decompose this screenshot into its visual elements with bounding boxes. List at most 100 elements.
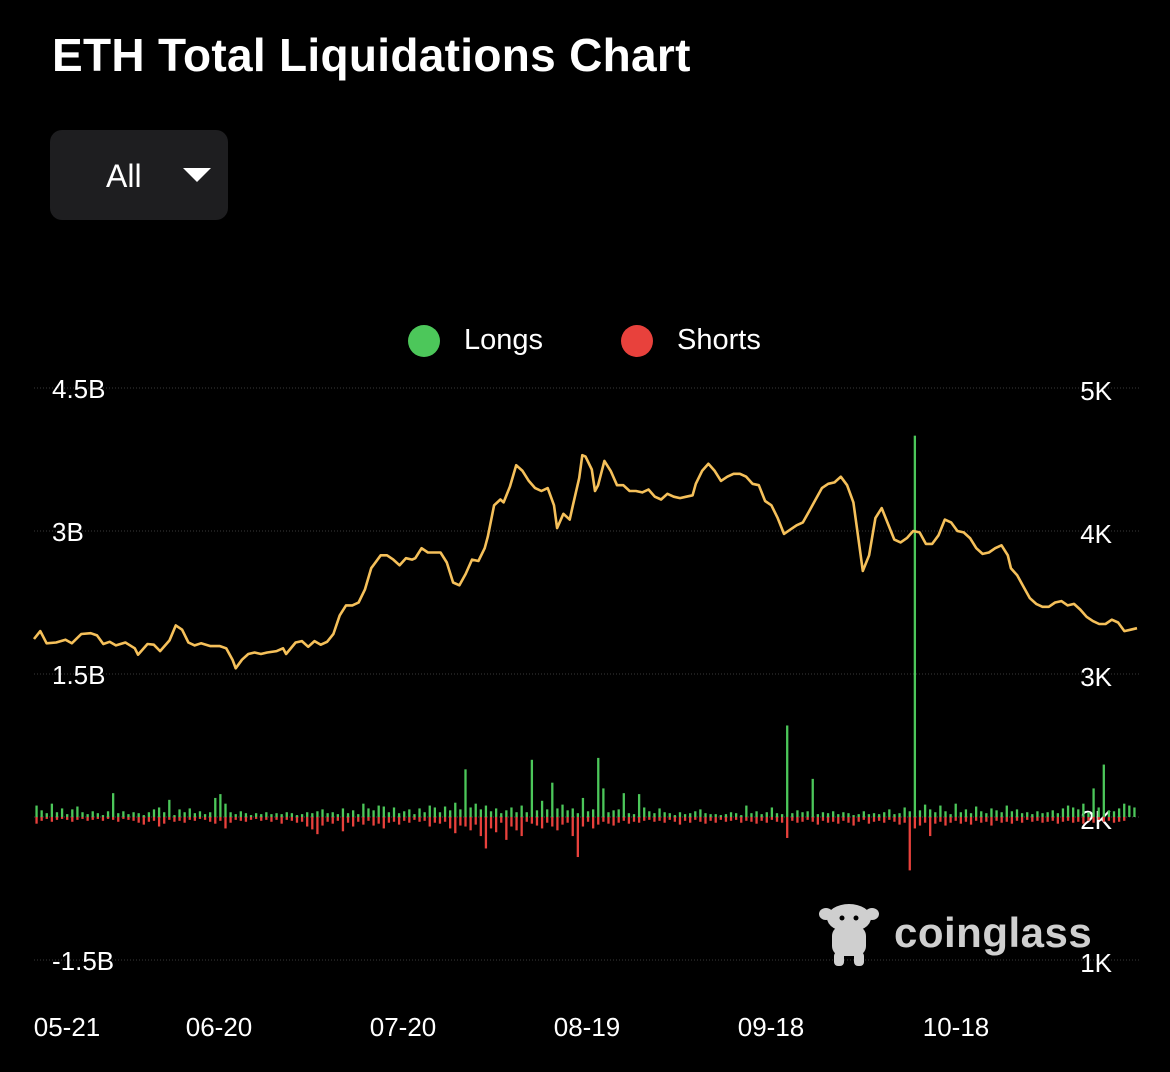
long-bar xyxy=(699,809,702,817)
long-bar xyxy=(786,725,789,817)
short-bar xyxy=(311,817,314,830)
y-left-tick-label: 4.5B xyxy=(52,374,106,404)
long-bar xyxy=(336,814,339,817)
long-bar xyxy=(990,808,993,817)
long-bar xyxy=(1000,812,1003,817)
short-bar xyxy=(918,817,922,826)
short-bar xyxy=(352,817,355,827)
long-bar xyxy=(239,811,242,817)
short-bar xyxy=(122,817,125,819)
short-bar xyxy=(1031,817,1034,822)
range-filter-dropdown[interactable]: All xyxy=(50,130,228,220)
short-bar xyxy=(632,817,636,822)
short-bar xyxy=(306,817,309,827)
long-bar xyxy=(1041,813,1044,817)
long-bar xyxy=(974,806,978,817)
short-bar xyxy=(152,817,156,821)
long-bar xyxy=(985,813,988,817)
short-bar xyxy=(1092,817,1095,823)
short-bar xyxy=(55,817,59,820)
short-bar xyxy=(321,817,324,826)
short-bar xyxy=(362,817,365,825)
long-bar xyxy=(474,803,477,817)
long-bar xyxy=(566,810,569,817)
short-bar xyxy=(597,817,600,825)
long-bar xyxy=(637,794,641,817)
long-bar xyxy=(300,814,304,817)
long-bar xyxy=(147,812,151,817)
legend-item-shorts[interactable]: Shorts xyxy=(621,324,761,357)
long-bar xyxy=(745,805,748,817)
long-bar xyxy=(352,810,355,817)
x-tick-label: 10-18 xyxy=(923,1012,990,1042)
short-bar xyxy=(346,817,350,823)
short-bar xyxy=(551,817,554,827)
long-bar xyxy=(1031,814,1034,817)
long-bar xyxy=(586,811,590,817)
short-bar xyxy=(842,817,845,821)
long-bar xyxy=(260,814,263,817)
short-bar xyxy=(929,817,932,837)
short-bar xyxy=(132,817,135,821)
short-bar xyxy=(469,817,472,831)
long-bar xyxy=(224,803,227,817)
long-bar xyxy=(469,807,472,817)
long-bar xyxy=(689,813,692,817)
short-bar xyxy=(985,817,988,822)
short-bar xyxy=(71,817,74,822)
long-bar xyxy=(597,757,600,817)
legend-label-longs: Longs xyxy=(464,324,544,356)
long-bar xyxy=(346,813,350,817)
y-right-tick-label: 4K xyxy=(1080,519,1112,549)
short-bar xyxy=(581,817,585,827)
long-bar xyxy=(668,813,671,817)
long-bar xyxy=(862,811,865,817)
short-bar xyxy=(592,817,595,829)
long-bar xyxy=(81,812,84,817)
price-line xyxy=(32,453,1138,670)
short-bar xyxy=(980,817,983,823)
short-bar xyxy=(1072,817,1075,823)
short-bar xyxy=(673,817,677,822)
short-bar xyxy=(602,817,605,822)
short-bar xyxy=(423,817,426,821)
short-bar xyxy=(832,817,835,822)
short-bar xyxy=(377,817,380,824)
short-bar xyxy=(689,817,692,823)
long-bar xyxy=(847,813,850,817)
short-bar xyxy=(331,817,334,824)
long-bar xyxy=(959,812,962,817)
long-bar xyxy=(954,803,957,817)
long-bar xyxy=(377,805,380,817)
short-bar xyxy=(219,817,222,821)
short-bar xyxy=(1123,817,1126,821)
legend-item-longs[interactable]: Longs xyxy=(408,324,543,357)
long-bar xyxy=(249,815,253,817)
short-bar xyxy=(341,817,345,832)
short-bar xyxy=(382,817,385,829)
long-bar xyxy=(219,794,222,817)
short-bar xyxy=(913,817,917,829)
short-bar xyxy=(525,817,528,822)
long-bar xyxy=(464,769,467,817)
short-bar xyxy=(877,817,881,821)
short-bar xyxy=(1087,817,1090,821)
long-bar xyxy=(525,812,528,817)
short-bar xyxy=(888,817,891,820)
long-bar xyxy=(801,812,804,817)
long-bar xyxy=(995,810,998,817)
short-bar xyxy=(1015,817,1019,821)
long-bar xyxy=(622,793,625,817)
long-bar xyxy=(530,759,534,817)
short-bar xyxy=(566,817,569,823)
short-bar xyxy=(847,817,850,823)
long-bar xyxy=(1005,805,1008,817)
short-bar xyxy=(908,817,911,871)
coinglass-logo-icon xyxy=(819,904,879,966)
long-bar xyxy=(203,814,207,817)
long-bar xyxy=(382,806,385,817)
short-bar xyxy=(188,817,191,820)
long-bar xyxy=(1112,811,1116,817)
long-bar xyxy=(214,797,217,817)
long-bar xyxy=(1082,803,1085,817)
